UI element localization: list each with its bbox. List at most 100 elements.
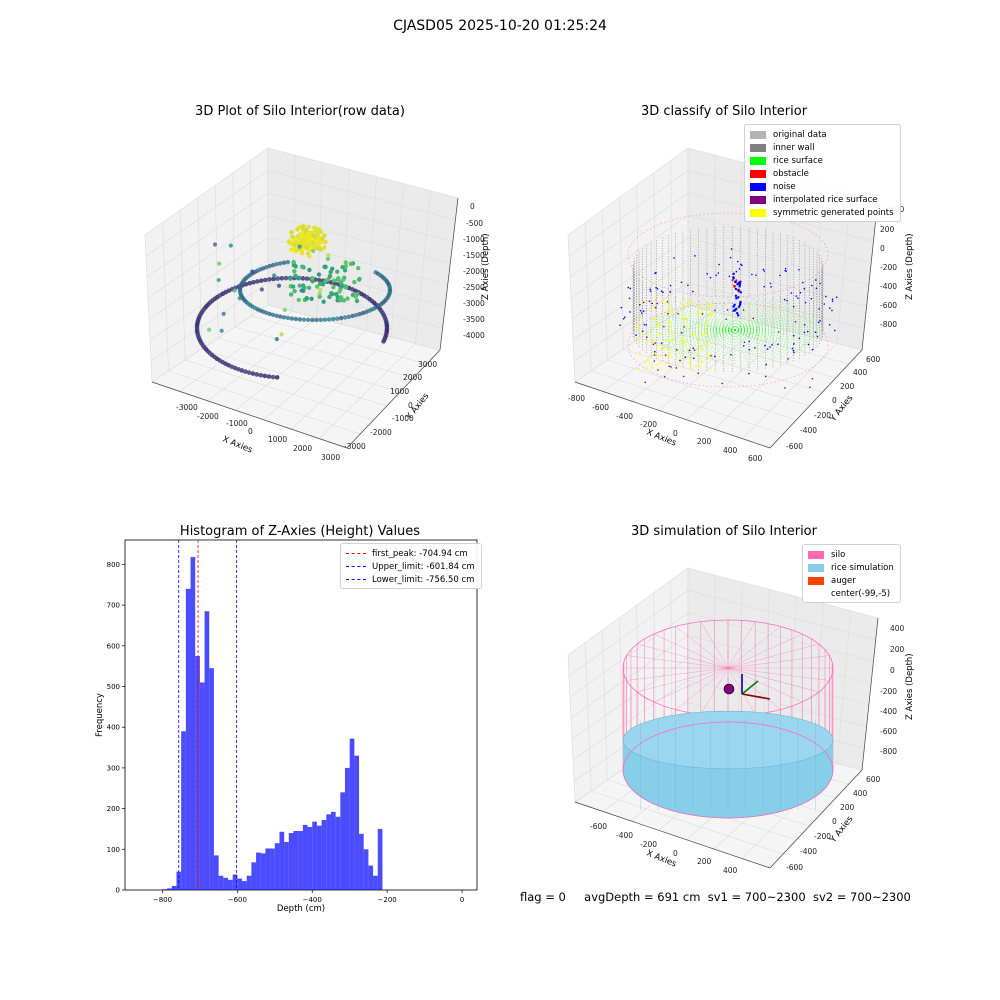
noise-point <box>714 355 716 358</box>
raw-point <box>325 256 330 262</box>
rice-surface-ray <box>734 329 811 347</box>
raw-point <box>270 312 276 318</box>
symmetric-point <box>682 321 685 324</box>
p1-xtick: -1000 <box>226 419 248 428</box>
rice-surface-ray <box>652 321 736 331</box>
noise-point <box>818 308 820 310</box>
rice-surface-ray <box>651 324 736 331</box>
noise-point <box>738 285 741 288</box>
noise-point <box>814 331 817 334</box>
panel2-points <box>619 212 838 389</box>
symmetric-point <box>679 340 682 343</box>
p4-ytick: -400 <box>800 847 817 856</box>
legend-item: noise <box>750 180 894 193</box>
y-axis-line <box>769 769 863 869</box>
rice-surface-ray <box>714 295 736 331</box>
noise-point <box>784 269 786 272</box>
noise-point <box>639 309 642 312</box>
grid-line <box>232 172 236 328</box>
interpolated-point <box>677 312 679 315</box>
original-data-ring <box>627 302 829 388</box>
legend-swatch <box>750 208 766 217</box>
symmetric-point <box>705 308 708 311</box>
interpolated-point <box>654 342 657 344</box>
interpolated-point <box>670 366 672 368</box>
symmetric-point <box>653 307 656 311</box>
symmetric-point <box>640 331 643 334</box>
raw-point <box>317 281 323 286</box>
raw-point <box>310 230 315 235</box>
axis-arrow-x <box>741 693 771 700</box>
symmetric-point <box>660 347 663 351</box>
histogram-bar <box>279 831 285 890</box>
p2-ytick: -600 <box>786 442 803 451</box>
raw-point <box>266 374 272 379</box>
symmetric-point <box>706 343 709 346</box>
p1-zlabel: Z Axies (Depth) <box>481 233 491 300</box>
raw-point <box>306 317 311 323</box>
noise-point <box>706 272 709 275</box>
obstacle-point <box>734 285 737 288</box>
noise-point <box>816 335 819 338</box>
symmetric-point <box>707 306 711 309</box>
noise-point <box>810 284 813 287</box>
noise-point <box>645 336 648 338</box>
raw-point <box>322 264 327 270</box>
noise-point <box>762 268 765 271</box>
p1-ztick: -4000 <box>463 331 485 340</box>
raw-point <box>343 260 348 265</box>
symmetric-point <box>669 332 673 335</box>
p1-ztick: -2000 <box>463 267 485 276</box>
raw-point <box>300 230 305 236</box>
noise-point <box>679 359 681 362</box>
symmetric-point <box>667 300 670 304</box>
raw-point <box>352 279 357 285</box>
symmetric-point <box>710 314 713 317</box>
interpolated-point <box>742 309 745 311</box>
noise-point <box>623 316 626 319</box>
symmetric-point <box>652 338 655 342</box>
symmetric-point <box>650 366 654 369</box>
x-tick-label: −800 <box>153 896 172 904</box>
silo-wire <box>653 667 729 703</box>
raw-point <box>274 337 279 342</box>
raw-point <box>330 316 336 322</box>
interpolated-point <box>710 354 712 357</box>
noise-point <box>828 324 831 326</box>
symmetric-point <box>678 343 682 346</box>
raw-point <box>335 269 340 274</box>
rice-surface-ray <box>734 298 774 331</box>
grid-line <box>584 222 592 372</box>
noise-point <box>675 349 678 351</box>
p1-ytick: 2000 <box>403 373 422 382</box>
symmetric-point <box>701 348 704 351</box>
legend-label: center(-99,-5) <box>831 588 891 599</box>
raw-point <box>297 244 302 249</box>
noise-point <box>737 305 741 308</box>
noise-point <box>819 320 821 322</box>
grid-line <box>639 337 823 393</box>
grid-line <box>145 170 269 257</box>
symmetric-point <box>690 302 693 305</box>
symmetric-point <box>690 333 694 337</box>
symmetric-point <box>683 340 686 343</box>
raw-point <box>306 224 311 230</box>
noise-point <box>784 267 787 270</box>
raw-point <box>310 275 315 281</box>
p1-ytick: 0 <box>408 401 413 410</box>
symmetric-point <box>691 368 695 372</box>
symmetric-point <box>651 318 655 321</box>
noise-point <box>656 287 659 290</box>
symmetric-point <box>663 302 667 305</box>
noise-point <box>668 365 671 368</box>
histogram-bar <box>265 848 271 890</box>
symmetric-point <box>696 325 699 329</box>
y-tick-label: 600 <box>107 642 120 650</box>
raw-point <box>381 339 386 344</box>
grid-line <box>670 160 673 317</box>
rice-surface-ray <box>674 305 736 331</box>
grid-line <box>687 282 865 329</box>
rice-surface-ray <box>679 329 736 357</box>
noise-point <box>662 291 664 293</box>
histogram-bar <box>335 816 341 890</box>
